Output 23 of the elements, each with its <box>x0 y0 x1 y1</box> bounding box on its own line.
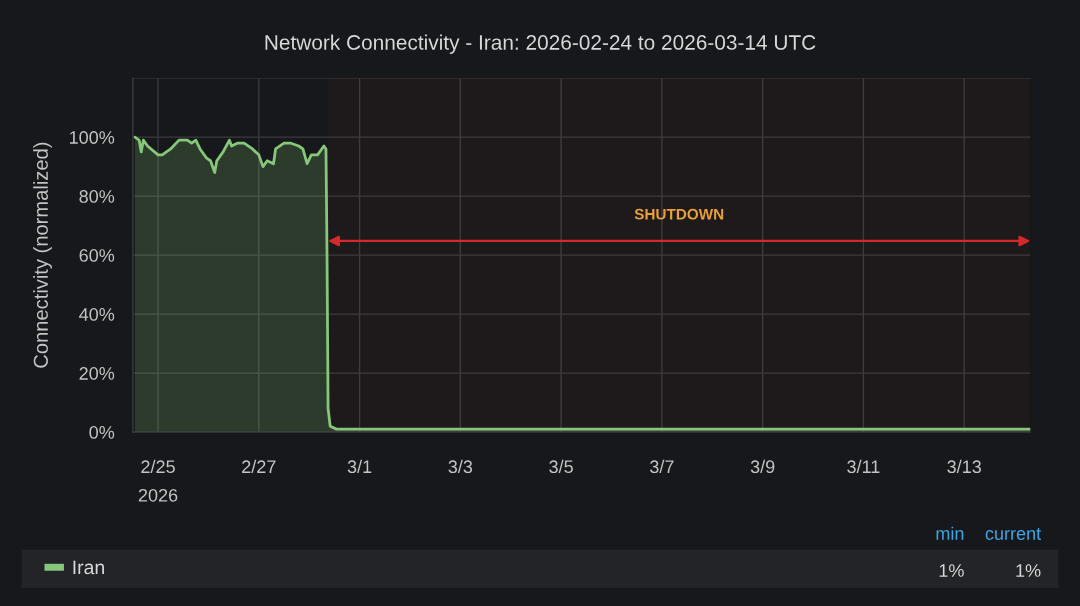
x-tick-label: 3/9 <box>750 459 775 474</box>
text: current <box>985 528 1041 540</box>
y-tick-label: 100% <box>69 131 115 144</box>
y-tick-label: 80% <box>79 190 115 203</box>
text: min <box>936 526 964 540</box>
text: 1% <box>939 564 964 577</box>
x-tick-label: 3/11 <box>847 459 880 474</box>
legend-label: Iran <box>73 560 104 575</box>
x-tick-label: 2/27 <box>242 459 276 474</box>
x-tick-label: 2/25 2026 <box>138 459 178 502</box>
y-tick-label: 0% <box>89 426 115 439</box>
x-tick-label: 3/13 <box>947 459 981 474</box>
x-tick-label: 3/3 <box>448 459 473 474</box>
chart-title: Network Connectivity - Iran: 2026-02-24 to 2026-03-14 UTC <box>265 34 816 54</box>
x-tick-label: 3/1 <box>347 459 372 474</box>
y-tick-label: 20% <box>79 367 115 380</box>
x-tick-label: 3/5 <box>549 459 573 474</box>
band-label: SHUTDOWN <box>634 208 724 220</box>
y-tick-label: 40% <box>79 308 115 321</box>
x-tick-label: 3/7 <box>650 459 674 474</box>
y-axis-title: Connectivity (normalized) <box>33 142 52 368</box>
y-tick-label: 60% <box>79 249 115 262</box>
text: 1% <box>1016 564 1041 577</box>
